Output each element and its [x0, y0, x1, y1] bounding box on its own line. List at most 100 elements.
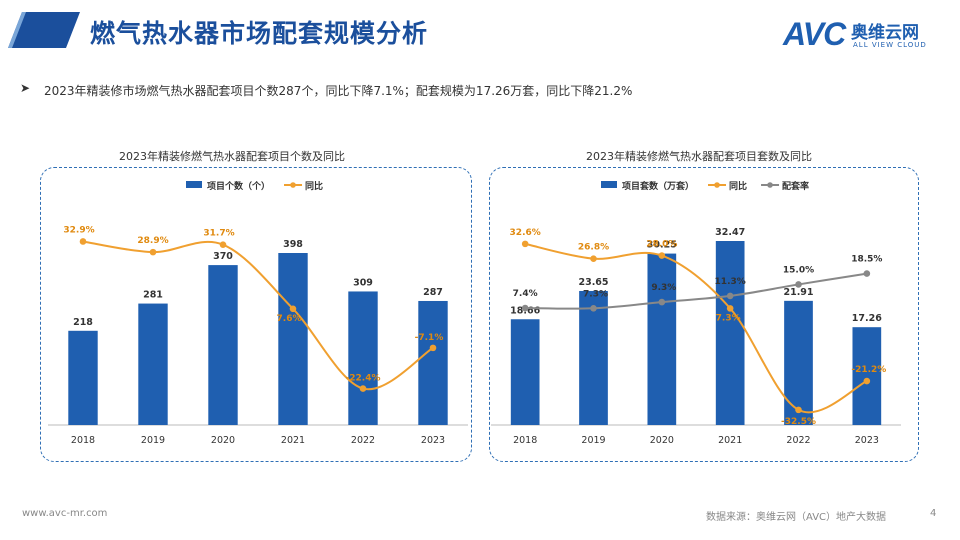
line-point: [658, 298, 666, 306]
bar-value-label: 218: [73, 317, 93, 328]
line-point: [726, 305, 734, 312]
line-point: [359, 385, 367, 392]
chart2-frame: [489, 167, 919, 462]
line-point: [795, 406, 802, 414]
legend-swatch-bar: [186, 181, 202, 188]
line-value-label: 28.0%: [646, 240, 677, 250]
line-point: [658, 252, 666, 259]
x-tick-label: 2019: [141, 435, 165, 446]
legend-label: 同比: [729, 180, 747, 192]
logo-mark: AVC: [783, 16, 846, 52]
line-point: [726, 292, 734, 300]
page-title: 燃气热水器市场配套规模分析: [90, 19, 429, 48]
chart1-frame: [40, 167, 472, 462]
x-tick-label: 2023: [421, 435, 445, 446]
line-value-label: -22.4%: [346, 374, 381, 384]
line-point: [149, 248, 157, 256]
bar: [510, 319, 540, 425]
bar: [348, 291, 378, 425]
bar-value-label: 281: [143, 290, 163, 301]
x-tick-label: 2023: [855, 435, 879, 446]
chart1-svg: 项目个数（个） 同比 218 281 370 398 309 287 2018 2019 2020 2…: [48, 180, 468, 446]
x-tick-label: 2019: [581, 435, 605, 446]
chart1-title: 2023年精装修燃气热水器配套项目个数及同比: [119, 150, 345, 163]
bar: [138, 303, 168, 425]
line-value-label: 28.9%: [137, 236, 168, 246]
line-value-label: 18.5%: [851, 255, 882, 265]
line-value-label: 26.8%: [578, 243, 609, 253]
summary-text: 2023年精装修市场燃气热水器配套项目个数287个，同比下降7.1%；配套规模为…: [44, 84, 633, 98]
bar-value-label: 370: [213, 251, 233, 262]
x-tick-label: 2021: [718, 435, 742, 446]
series-line: [524, 242, 868, 414]
bar: [579, 290, 608, 425]
line-point: [863, 270, 871, 277]
line-value-label: 31.7%: [203, 229, 234, 239]
line-value-label: 7.3%: [716, 313, 741, 323]
legend-label: 同比: [305, 180, 323, 192]
page-number: 4: [930, 508, 937, 519]
series-line: [82, 240, 434, 391]
x-tick-label: 2022: [351, 435, 375, 446]
legend-swatch-marker: [767, 182, 773, 188]
bar: [784, 300, 813, 425]
line-point: [219, 241, 227, 248]
bar-value-label: 287: [423, 287, 443, 298]
bar-value-label: 17.26: [852, 313, 882, 324]
x-tick-label: 2020: [211, 435, 235, 446]
bar-value-label: 21.91: [783, 287, 813, 298]
bar-value-label: 23.65: [578, 277, 608, 288]
footer-website: www.avc-mr.com: [22, 508, 108, 519]
double-arrow-icon: ➤: [20, 81, 31, 95]
footer-source: 数据来源：奥维云网（AVC）地产大数据: [706, 512, 887, 523]
line-value-label: 32.9%: [63, 225, 94, 235]
bar-value-label: 309: [353, 277, 373, 288]
line-point: [590, 255, 597, 262]
line-point: [521, 304, 529, 312]
legend-swatch-marker: [714, 182, 720, 188]
line-value-label: 32.6%: [510, 228, 541, 238]
bar: [418, 300, 448, 425]
line-value-label: 7.4%: [513, 289, 538, 299]
line-point: [795, 281, 802, 288]
line-value-label: 7.3%: [583, 289, 608, 299]
bar: [68, 330, 98, 425]
bar-value-label: 32.47: [715, 227, 745, 238]
legend-label: 项目套数（万套）: [622, 180, 694, 192]
legend-swatch-bar: [601, 181, 617, 188]
x-tick-label: 2021: [281, 435, 305, 446]
chart2-title: 2023年精装修燃气热水器配套项目套数及同比: [586, 150, 812, 163]
x-tick-label: 2022: [786, 435, 810, 446]
x-tick-label: 2018: [513, 435, 537, 446]
legend-swatch-marker: [290, 182, 296, 188]
line-point: [521, 240, 529, 248]
line-value-label: -32.5%: [781, 417, 816, 427]
line-value-label: 11.3%: [715, 277, 746, 287]
line-value-label: 9.3%: [651, 283, 676, 293]
line-point: [289, 305, 297, 313]
logo-en-text: ALL VIEW CLOUD: [853, 41, 927, 49]
line-point: [429, 344, 437, 352]
line-value-label: 7.6%: [277, 314, 302, 324]
line-value-label: 15.0%: [783, 265, 814, 275]
legend-label: 项目个数（个）: [207, 180, 270, 192]
bar: [852, 327, 882, 425]
bar: [715, 241, 745, 425]
bar: [208, 265, 238, 425]
logo-cn-text: 奥维云网: [851, 23, 919, 43]
bar: [278, 253, 308, 425]
bar-value-label: 398: [283, 239, 303, 250]
title-accent-shape: [8, 12, 80, 48]
line-value-label: -21.2%: [851, 365, 886, 375]
bar: [647, 253, 677, 425]
line-value-label: -7.1%: [415, 333, 444, 343]
bar-value-label: 30.25: [647, 240, 677, 251]
x-tick-label: 2018: [71, 435, 95, 446]
line-point: [863, 377, 871, 385]
x-tick-label: 2020: [650, 435, 674, 446]
avc-logo: AVC 奥维云网 ALL VIEW CLOUD: [783, 12, 953, 54]
line-point: [590, 305, 597, 312]
series-line: [525, 272, 867, 310]
chart2-svg: 项目套数（万套）同比配套率18.6623.6530.2532.4721.9117…: [491, 180, 901, 446]
legend-label: 配套率: [782, 180, 809, 192]
